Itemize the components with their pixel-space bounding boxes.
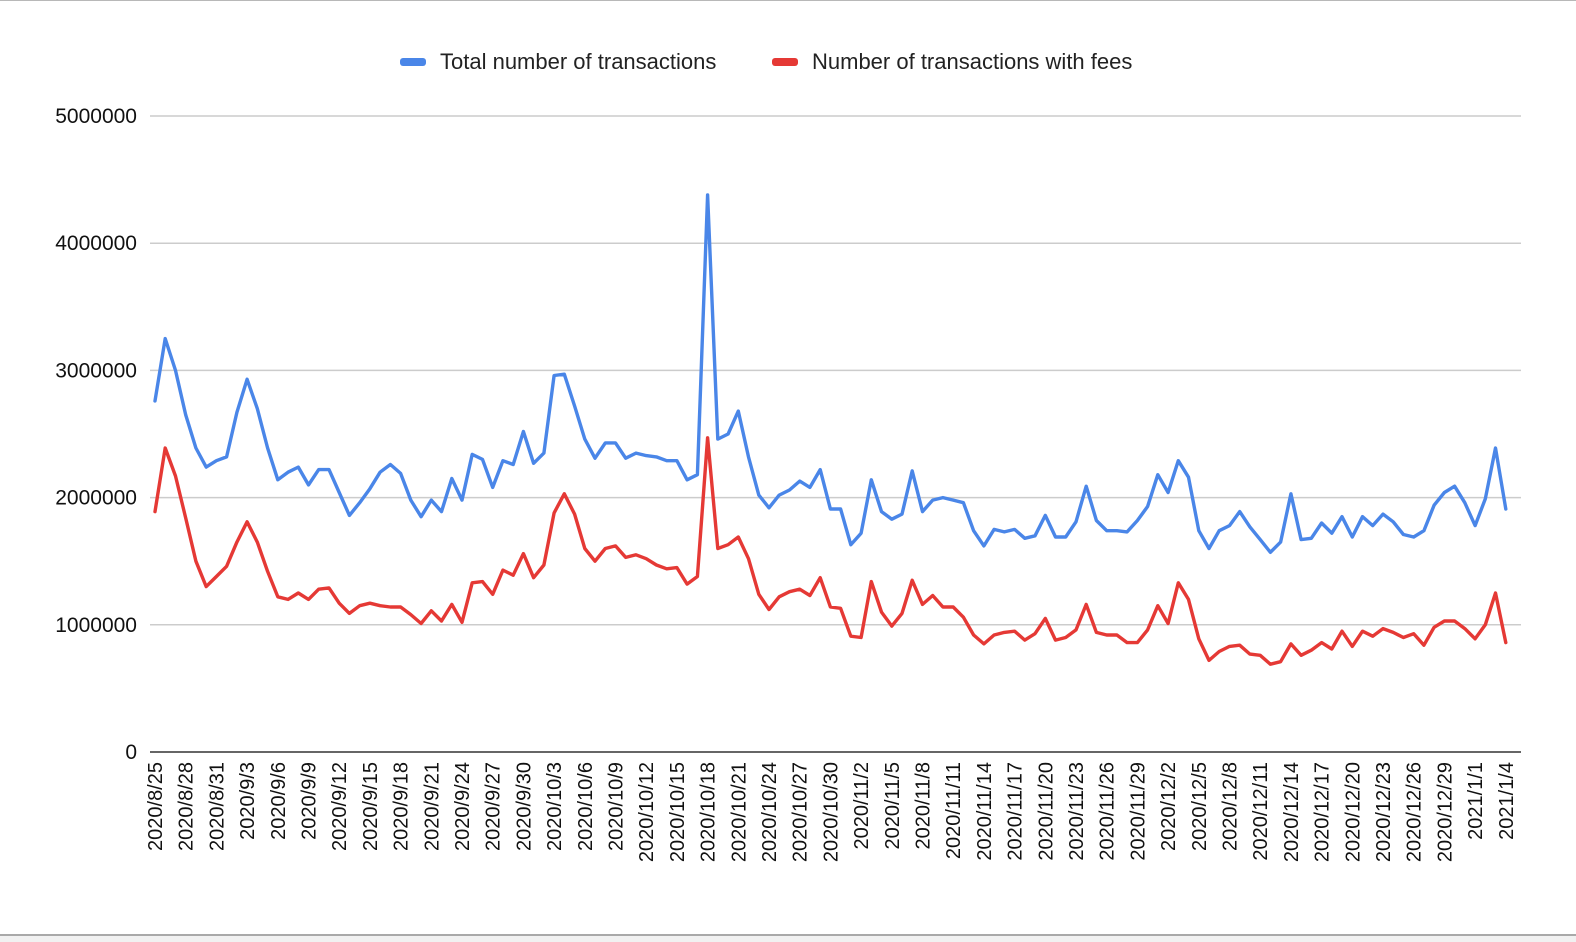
x-tick-label: 2020/9/15 [360, 762, 382, 851]
x-tick-label: 2020/11/11 [943, 762, 965, 859]
y-tick-label: 4000000 [55, 232, 137, 255]
x-tick-label: 2020/8/31 [206, 762, 228, 851]
x-tick-label: 2020/12/17 [1312, 762, 1334, 862]
x-tick-label: 2020/9/21 [421, 762, 443, 851]
x-tick-label: 2020/11/8 [913, 762, 935, 850]
series-line-total [153, 193, 1508, 554]
legend-item-total: Total number of transactions [400, 49, 716, 74]
legend-swatch-with-fees [772, 58, 798, 66]
series-lines [153, 193, 1508, 666]
y-tick-label: 1000000 [55, 614, 137, 637]
x-tick-label: 2020/12/8 [1220, 762, 1242, 851]
x-tick-label: 2020/10/12 [636, 762, 658, 862]
x-tick-label: 2020/9/27 [483, 762, 505, 851]
x-tick-label: 2020/10/18 [698, 762, 720, 862]
window-top-border [0, 0, 1576, 3]
y-tick-label: 3000000 [55, 359, 137, 382]
x-tick-label: 2021/1/4 [1496, 762, 1518, 840]
x-tick-label: 2020/11/2 [851, 762, 873, 850]
x-tick-label: 2020/11/5 [882, 762, 904, 850]
legend-swatch-total [400, 58, 426, 66]
x-tick-label: 2020/10/6 [575, 762, 597, 851]
x-tick-label: 2020/11/23 [1066, 762, 1088, 861]
x-tick-label: 2020/10/27 [790, 762, 812, 862]
series-line-with-fees [153, 436, 1508, 666]
x-tick-label: 2020/9/12 [329, 762, 351, 851]
x-tick-label: 2020/10/9 [606, 762, 628, 851]
x-tick-label: 2020/12/26 [1404, 762, 1426, 862]
x-tick-label: 2020/9/30 [513, 762, 535, 851]
x-tick-label: 2021/1/1 [1465, 762, 1487, 840]
x-tick-label: 2020/12/29 [1434, 762, 1456, 862]
legend: Total number of transactions Number of t… [400, 49, 1132, 74]
y-axis-ticks: 0 1000000 2000000 3000000 4000000 5000000 [55, 105, 137, 764]
y-tick-label: 5000000 [55, 105, 137, 128]
x-axis-ticks: 2020/8/25 2020/8/28 2020/8/31 2020/9/3 2020/… [145, 762, 1518, 862]
x-tick-label: 2020/12/23 [1373, 762, 1395, 862]
x-tick-label: 2020/11/14 [974, 762, 996, 861]
y-tick-label: 0 [125, 741, 137, 764]
gridlines [150, 115, 1521, 626]
legend-label-total: Total number of transactions [440, 49, 716, 74]
x-tick-label: 2020/11/20 [1035, 762, 1057, 861]
legend-item-with-fees: Number of transactions with fees [772, 49, 1132, 74]
x-tick-label: 2020/11/17 [1005, 762, 1027, 861]
x-tick-label: 2020/8/25 [145, 762, 167, 851]
x-tick-label: 2020/9/18 [391, 762, 413, 851]
x-tick-label: 2020/12/14 [1281, 762, 1303, 862]
x-tick-label: 2020/9/6 [268, 762, 290, 840]
x-tick-label: 2020/8/28 [176, 762, 198, 851]
legend-label-with-fees: Number of transactions with fees [812, 49, 1132, 74]
x-tick-label: 2020/11/26 [1097, 762, 1119, 861]
x-tick-label: 2020/11/29 [1127, 762, 1149, 861]
x-tick-label: 2020/12/2 [1158, 762, 1180, 851]
x-tick-label: 2020/10/15 [667, 762, 689, 862]
x-tick-label: 2020/9/9 [299, 762, 321, 840]
x-tick-label: 2020/12/11 [1250, 762, 1272, 861]
x-tick-label: 2020/12/5 [1189, 762, 1211, 851]
x-tick-label: 2020/9/3 [237, 762, 259, 840]
x-tick-label: 2020/10/30 [820, 762, 842, 862]
x-tick-label: 2020/12/20 [1342, 762, 1364, 862]
x-tick-label: 2020/10/21 [728, 762, 750, 862]
y-tick-label: 2000000 [55, 487, 137, 510]
x-tick-label: 2020/10/3 [544, 762, 566, 851]
x-tick-label: 2020/10/24 [759, 762, 781, 862]
window-bottom-border [0, 934, 1576, 942]
x-tick-label: 2020/9/24 [452, 762, 474, 851]
